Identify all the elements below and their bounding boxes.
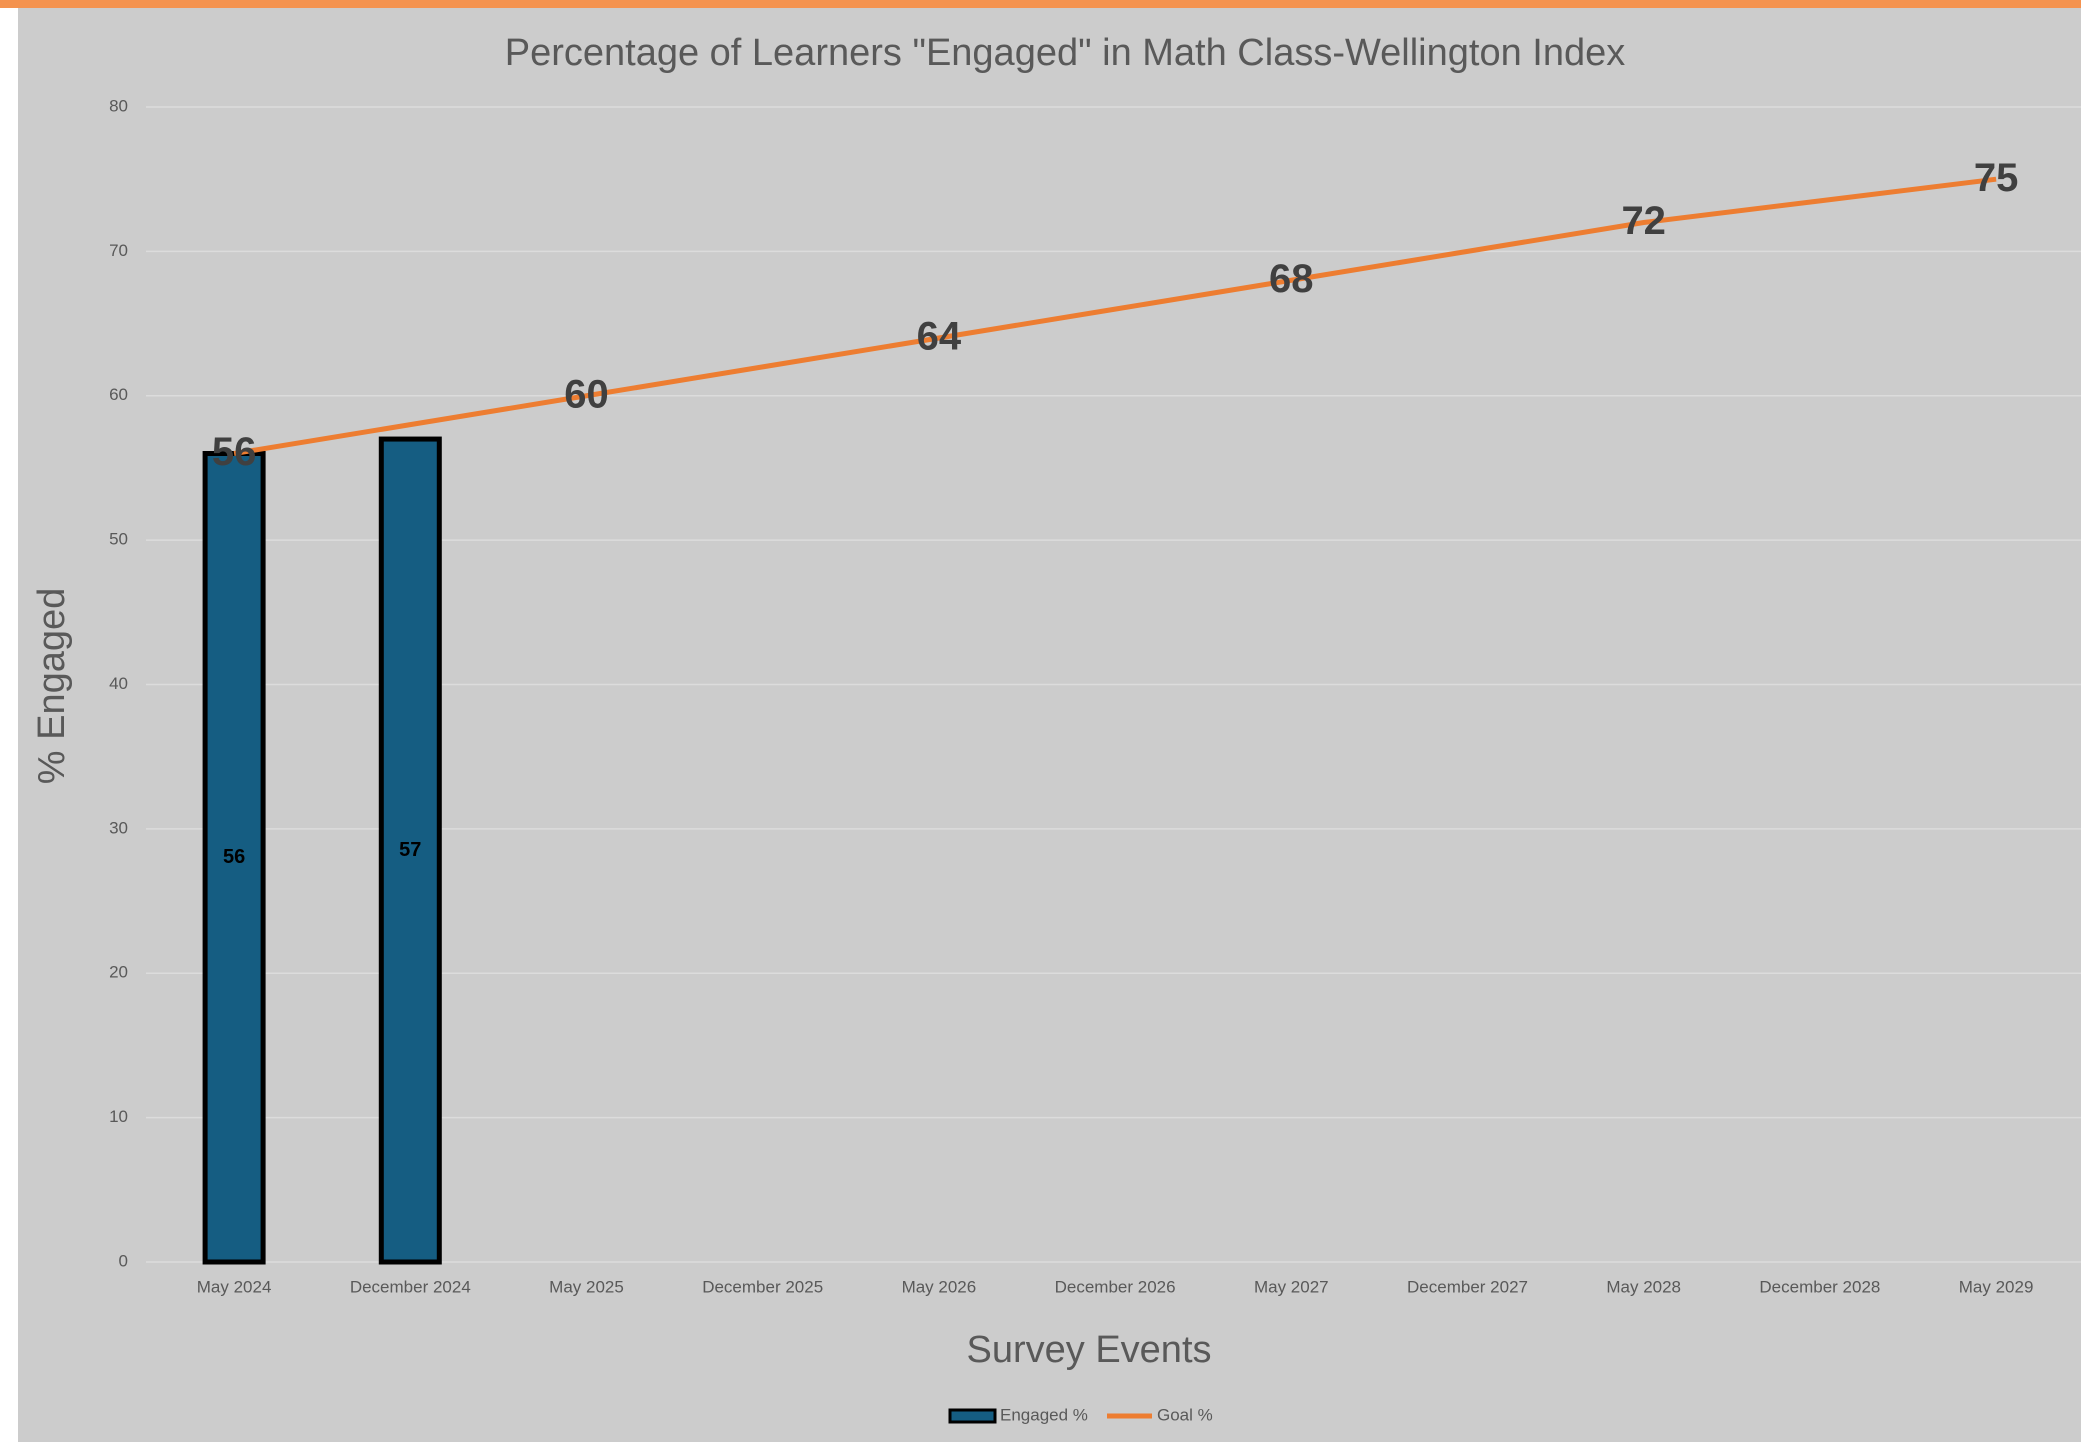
y-tick-label: 20 [109, 963, 128, 982]
line-label: 72 [1621, 199, 1666, 243]
legend-label: Engaged % [1000, 1405, 1088, 1424]
y-tick-label: 70 [109, 241, 128, 260]
y-tick-label: 50 [109, 530, 128, 549]
x-tick-label: May 2024 [197, 1277, 272, 1296]
line [233, 176, 1997, 456]
x-tick-label: December 2025 [702, 1277, 823, 1296]
x-tick-label: May 2027 [1254, 1277, 1329, 1296]
line-label: 56 [212, 430, 257, 474]
legend-label: Goal % [1157, 1405, 1213, 1424]
chart-title: Percentage of Learners "Engaged" in Math… [505, 32, 1625, 74]
y-tick-label: 0 [119, 1251, 128, 1270]
x-tick-label: December 2026 [1055, 1277, 1176, 1296]
x-tick-label: December 2028 [1759, 1277, 1880, 1296]
x-tick-label: December 2024 [350, 1277, 471, 1296]
legend-swatch [948, 1408, 997, 1424]
y-tick-label: 10 [109, 1107, 128, 1126]
x-tick-label: May 2026 [902, 1277, 977, 1296]
bar-label: 57 [399, 839, 421, 861]
line-label: 60 [564, 372, 609, 416]
x-tick-label: December 2027 [1407, 1277, 1528, 1296]
line-label: 75 [1974, 156, 2019, 200]
bar [202, 451, 266, 1265]
bar [378, 436, 442, 1265]
chart-bg [18, 0, 2081, 1442]
y-tick-label: 30 [109, 818, 128, 837]
bar-label: 56 [223, 846, 245, 868]
y-axis-title: % Engaged [31, 588, 73, 785]
x-tick-label: May 2029 [1959, 1277, 2034, 1296]
x-axis-title: Survey Events [967, 1329, 1212, 1371]
line-label: 64 [917, 315, 962, 359]
y-tick-label: 40 [109, 674, 128, 693]
line-label: 68 [1269, 257, 1314, 301]
top-bar [0, 0, 2081, 8]
y-tick-label: 80 [109, 96, 128, 115]
y-tick-label: 60 [109, 385, 128, 404]
x-tick-label: May 2025 [549, 1277, 624, 1296]
x-tick-label: May 2028 [1606, 1277, 1681, 1296]
